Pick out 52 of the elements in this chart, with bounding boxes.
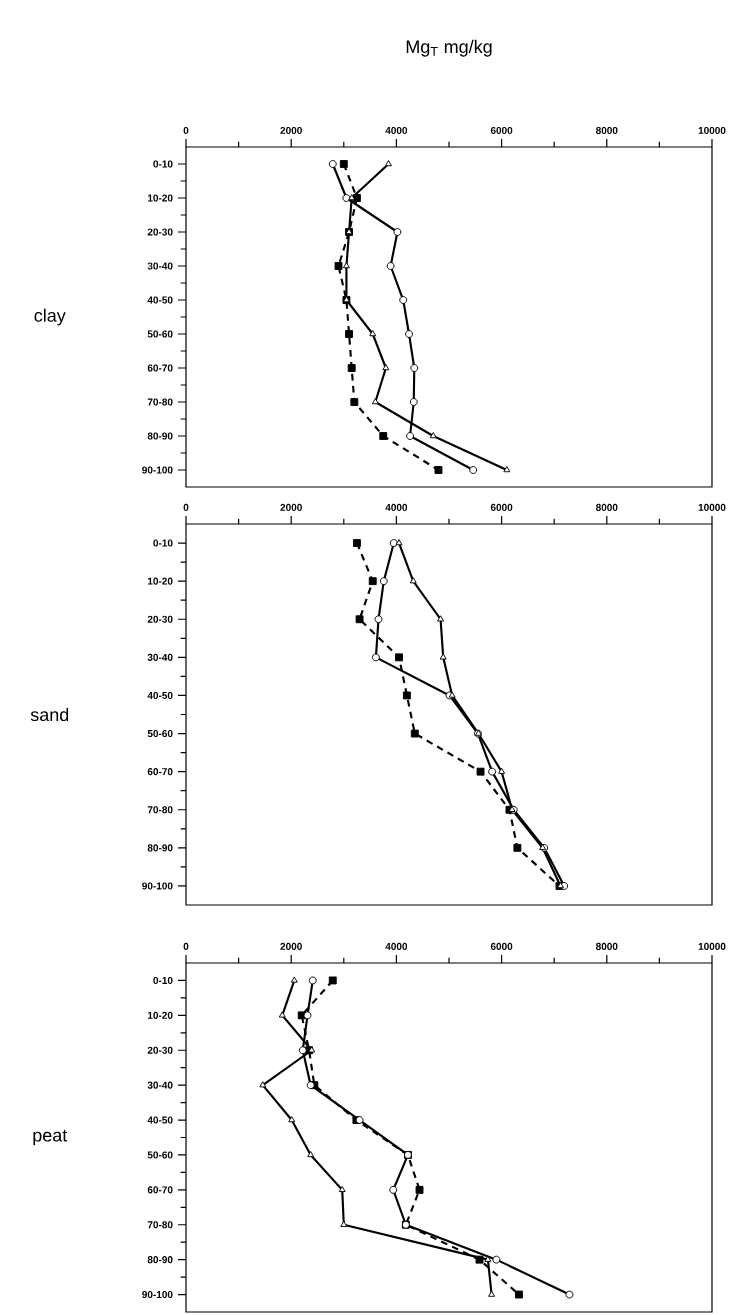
y-tick-label: 40-50 <box>147 1116 173 1124</box>
y-tick-label: 80-90 <box>147 844 173 852</box>
y-tick-label: 80-90 <box>147 1256 173 1264</box>
y-tick-label: 50-60 <box>147 1151 173 1159</box>
x-tick-label: 8000 <box>595 503 618 511</box>
y-tick-label: 10-20 <box>148 1011 173 1019</box>
y-tick-label: 30-40 <box>147 1081 173 1089</box>
y-axis-title: peat <box>33 1129 68 1146</box>
x-tick-label: 8000 <box>595 942 618 950</box>
y-tick-label: 0-10 <box>153 160 173 168</box>
y-tick-label: 60-70 <box>147 768 173 776</box>
y-tick-label: 50-60 <box>147 330 173 338</box>
y-tick-label: 60-70 <box>147 1186 173 1194</box>
y-tick-label: 30-40 <box>147 262 173 270</box>
x-tick-label: 4000 <box>385 942 408 950</box>
x-tick-label: 0 <box>183 503 189 511</box>
y-tick-label: 50-60 <box>147 730 173 738</box>
y-axis-title: sand <box>30 707 69 722</box>
y-tick-label: 40-50 <box>147 691 173 699</box>
y-tick-label: 0-10 <box>153 539 173 547</box>
x-tick-label: 0 <box>183 126 189 134</box>
x-tick-label: 10000 <box>698 942 726 950</box>
y-tick-label: 90-100 <box>142 882 173 890</box>
y-tick-label: 30-40 <box>147 653 173 661</box>
chart-title: Mg$_{T}$ mg/kg <box>406 39 492 57</box>
y-tick-label: 20-30 <box>147 1046 173 1054</box>
x-tick-label: 2000 <box>280 942 302 950</box>
y-tick-label: 10-20 <box>148 577 173 585</box>
x-tick-label: 2000 <box>280 503 302 511</box>
y-tick-label: 10-20 <box>148 194 173 202</box>
x-tick-label: 10000 <box>698 126 726 134</box>
x-tick-label: 6000 <box>490 503 513 511</box>
x-tick-label: 10000 <box>698 503 726 511</box>
x-tick-label: 2000 <box>280 126 302 134</box>
x-tick-label: 6000 <box>490 942 513 950</box>
x-tick-label: 0 <box>183 942 189 950</box>
x-tick-label: 4000 <box>385 503 408 511</box>
x-tick-label: 4000 <box>385 126 408 134</box>
y-tick-label: 40-50 <box>147 296 173 304</box>
x-tick-label: 8000 <box>595 126 618 134</box>
y-tick-label: 90-100 <box>142 466 173 474</box>
y-tick-label: 70-80 <box>147 806 173 814</box>
y-tick-label: 90-100 <box>142 1291 173 1299</box>
y-tick-label: 60-70 <box>147 364 173 372</box>
y-tick-label: 80-90 <box>147 432 173 440</box>
y-tick-label: 0-10 <box>153 976 173 984</box>
y-tick-label: 70-80 <box>147 1221 173 1229</box>
y-tick-label: 20-30 <box>147 228 173 236</box>
y-tick-label: 20-30 <box>147 615 173 623</box>
x-tick-label: 6000 <box>490 126 513 134</box>
y-axis-title: clay <box>34 308 66 326</box>
y-tick-label: 70-80 <box>147 398 173 406</box>
